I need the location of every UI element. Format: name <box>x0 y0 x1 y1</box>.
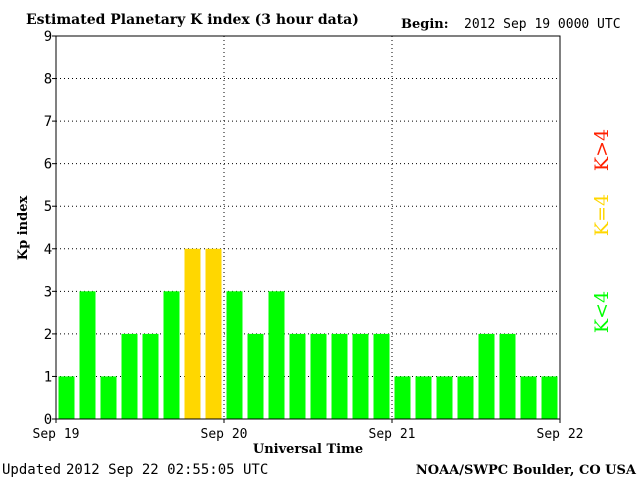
x-tick-label: Sep 22 <box>537 427 584 442</box>
bar <box>415 376 432 419</box>
y-tick-label: 0 <box>44 412 52 428</box>
bar <box>373 333 390 419</box>
x-tick-label: Sep 20 <box>201 427 248 442</box>
bar <box>142 333 159 419</box>
x-tick-label: Sep 21 <box>369 427 416 442</box>
bars <box>58 248 558 419</box>
bar <box>436 376 453 419</box>
bar <box>100 376 117 419</box>
bar <box>520 376 537 419</box>
legend-below-4: K<4 <box>591 291 613 333</box>
legend-above-4: K>4 <box>591 129 613 171</box>
grid-lines <box>56 36 560 419</box>
y-tick-label: 6 <box>44 157 52 173</box>
y-tick-label: 4 <box>44 242 52 258</box>
bar <box>499 333 516 419</box>
x-tick-label: Sep 19 <box>33 427 80 442</box>
bar <box>226 291 243 419</box>
y-tick-label: 8 <box>44 72 52 88</box>
bar <box>58 376 75 419</box>
y-tick-label: 2 <box>44 327 52 343</box>
bar <box>310 333 327 419</box>
bar <box>268 291 285 419</box>
bar <box>79 291 96 419</box>
plot-frame <box>55 35 561 420</box>
bar <box>289 333 306 419</box>
y-tick-label: 3 <box>44 284 52 300</box>
bar <box>121 333 138 419</box>
begin-label: Begin: <box>401 17 449 32</box>
y-tick-label: 7 <box>44 114 52 130</box>
y-axis-ticks: 0 1 2 3 4 5 6 7 8 9 <box>44 29 56 428</box>
begin-value: 2012 Sep 19 0000 UTC <box>464 17 621 32</box>
bar <box>478 333 495 419</box>
bar <box>247 333 264 419</box>
bar <box>352 333 369 419</box>
y-tick-label: 9 <box>44 29 52 45</box>
bar <box>541 376 558 419</box>
y-axis-label: Kp index <box>16 196 31 261</box>
bar <box>331 333 348 419</box>
source-credit: NOAA/SWPC Boulder, CO USA <box>416 463 637 478</box>
bar <box>184 248 201 419</box>
bar <box>163 291 180 419</box>
x-axis-label: Universal Time <box>253 442 363 457</box>
x-axis-ticks: Sep 19 Sep 20 Sep 21 Sep 22 <box>33 419 584 442</box>
updated-label: Updated <box>2 462 61 478</box>
chart-title: Estimated Planetary K index (3 hour data… <box>26 12 359 28</box>
bar <box>205 248 222 419</box>
y-tick-label: 1 <box>44 369 52 385</box>
y-tick-label: 5 <box>44 199 52 215</box>
bar <box>394 376 411 419</box>
updated-value: 2012 Sep 22 02:55:05 UTC <box>66 462 268 478</box>
bar <box>457 376 474 419</box>
legend-equal-4: K=4 <box>591 194 613 236</box>
